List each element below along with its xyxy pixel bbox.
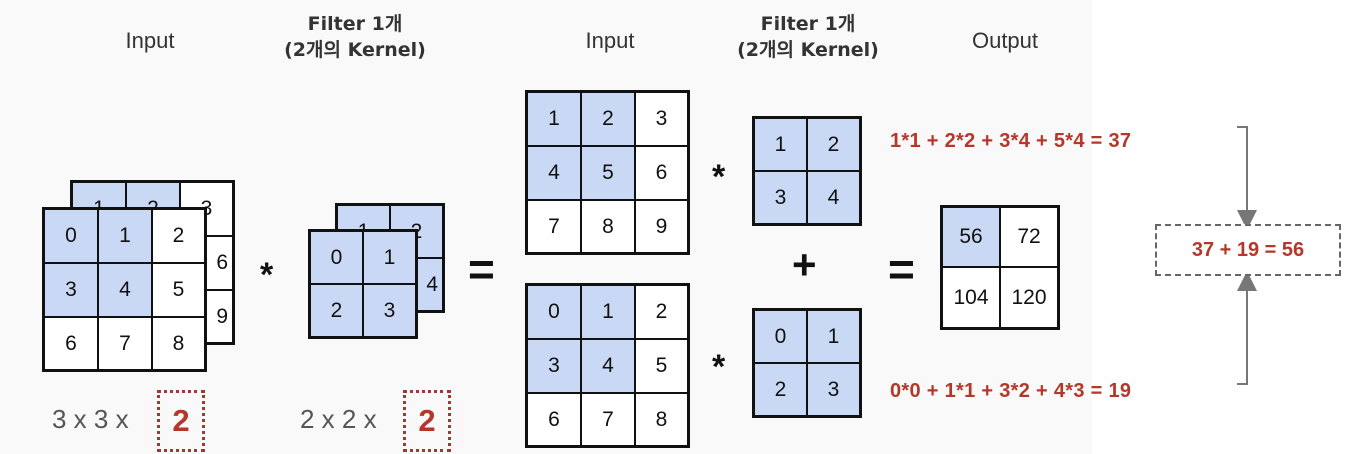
kernel-2-cell: 3 [807,363,860,416]
sum-box: 37 + 19 = 56 [1155,224,1341,276]
kernel-1-cell: 1 [754,118,807,171]
formula-bottom: 0*0 + 1*1 + 3*2 + 4*3 = 19 [890,380,1132,402]
filter-front-cell: 2 [310,284,363,337]
formula-top: 1*1 + 2*2 + 3*4 + 5*4 = 37 [890,130,1132,152]
input-ch1-cell: 8 [581,200,635,253]
input-ch2-cell: 3 [527,339,581,393]
input-depth-box: 2 [157,390,205,452]
input-front-cell: 0 [44,209,98,263]
input-front-cell: 5 [152,263,205,317]
input-front-cell: 2 [152,209,205,263]
kernel-2: 0 1 2 3 [752,308,862,418]
input-ch2-cell: 1 [581,285,635,339]
output-label: Output [971,28,1039,53]
filter-front-cell: 1 [363,231,416,284]
input-ch2-cell: 7 [581,393,635,446]
filter-label-left-line1: Filter 1개 [307,13,403,35]
conv-operator-bottom: * [712,348,726,386]
plus-operator: + [792,241,817,288]
filter-stack-front: 0 1 2 3 [308,229,418,339]
filter-dimension-prefix: 2 x 2 x [300,404,377,434]
filter-front-cell: 3 [363,284,416,337]
input-ch1-cell: 3 [635,92,688,146]
input-stack-front: 0 1 2 3 4 5 6 7 8 [42,207,207,372]
output-cell: 56 [942,207,1000,267]
input-ch2-cell: 4 [581,339,635,393]
input-ch1-cell: 7 [527,200,581,253]
input-ch2-cell: 2 [635,285,688,339]
input-front-cell: 8 [152,317,205,370]
kernel-1: 1 2 3 4 [752,116,862,226]
output-grid: 56 72 104 120 [940,205,1060,330]
filter-label-left-line2: (2개의 Kernel) [284,39,426,61]
kernel-1-cell: 3 [754,171,807,224]
input-ch1-cell: 5 [581,146,635,200]
kernel-2-cell: 0 [754,310,807,363]
input-dimension-prefix: 3 x 3 x [52,404,129,434]
filter-label-mid-line2: (2개의 Kernel) [737,39,879,61]
input-channel-1: 1 2 3 4 5 6 7 8 9 [525,90,690,255]
input-front-cell: 3 [44,263,98,317]
output-cell: 104 [942,267,1000,328]
kernel-1-cell: 2 [807,118,860,171]
input-ch1-cell: 1 [527,92,581,146]
equals-operator-right: = [888,243,915,295]
conv-operator-left: * [260,256,274,294]
input-front-cell: 4 [98,263,152,317]
arrow-bottom [1237,271,1257,385]
input-ch1-cell: 2 [581,92,635,146]
input-ch1-cell: 6 [635,146,688,200]
kernel-2-cell: 1 [807,310,860,363]
kernel-2-cell: 2 [754,363,807,416]
input-label-mid: Input [585,28,635,53]
input-ch1-cell: 9 [635,200,688,253]
input-ch2-cell: 8 [635,393,688,446]
conv-operator-top: * [712,158,726,196]
input-ch2-cell: 6 [527,393,581,446]
input-front-cell: 1 [98,209,152,263]
input-ch2-cell: 0 [527,285,581,339]
output-cell: 120 [1000,267,1058,328]
input-ch2-cell: 5 [635,339,688,393]
arrow-top [1237,126,1257,230]
output-cell: 72 [1000,207,1058,267]
input-channel-2: 0 1 2 3 4 5 6 7 8 [525,283,690,448]
filter-front-cell: 0 [310,231,363,284]
input-front-cell: 6 [44,317,98,370]
filter-label-mid-line1: Filter 1개 [760,13,856,35]
input-front-cell: 7 [98,317,152,370]
input-ch1-cell: 4 [527,146,581,200]
filter-depth-box: 2 [403,390,451,452]
kernel-1-cell: 4 [807,171,860,224]
input-label-left: Input [125,28,175,53]
equals-operator-left: = [468,243,495,295]
